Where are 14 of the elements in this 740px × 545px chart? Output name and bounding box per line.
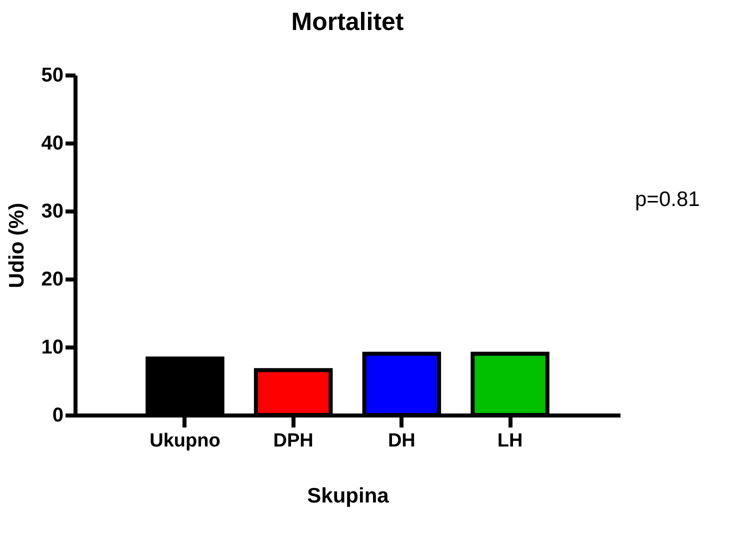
x-tick-label: DH xyxy=(388,430,416,452)
y-tick-label: 30 xyxy=(41,200,64,222)
text: p=0.81 xyxy=(635,188,700,211)
y-tick-label: 40 xyxy=(41,132,64,154)
y-tick-label: 0 xyxy=(52,404,64,426)
y-tick-label: 20 xyxy=(41,268,64,290)
x-tick-label: Ukupno xyxy=(150,430,220,452)
y-tick-label: 10 xyxy=(41,336,64,358)
x-axis-title: Skupina xyxy=(307,484,390,508)
chart-title: Mortalitet xyxy=(291,8,404,36)
y-tick-label: 50 xyxy=(41,64,64,86)
x-tick-label: LH xyxy=(497,430,523,452)
y-axis-title: Udio (%) xyxy=(5,202,28,288)
x-tick-label: DPH xyxy=(273,430,314,452)
